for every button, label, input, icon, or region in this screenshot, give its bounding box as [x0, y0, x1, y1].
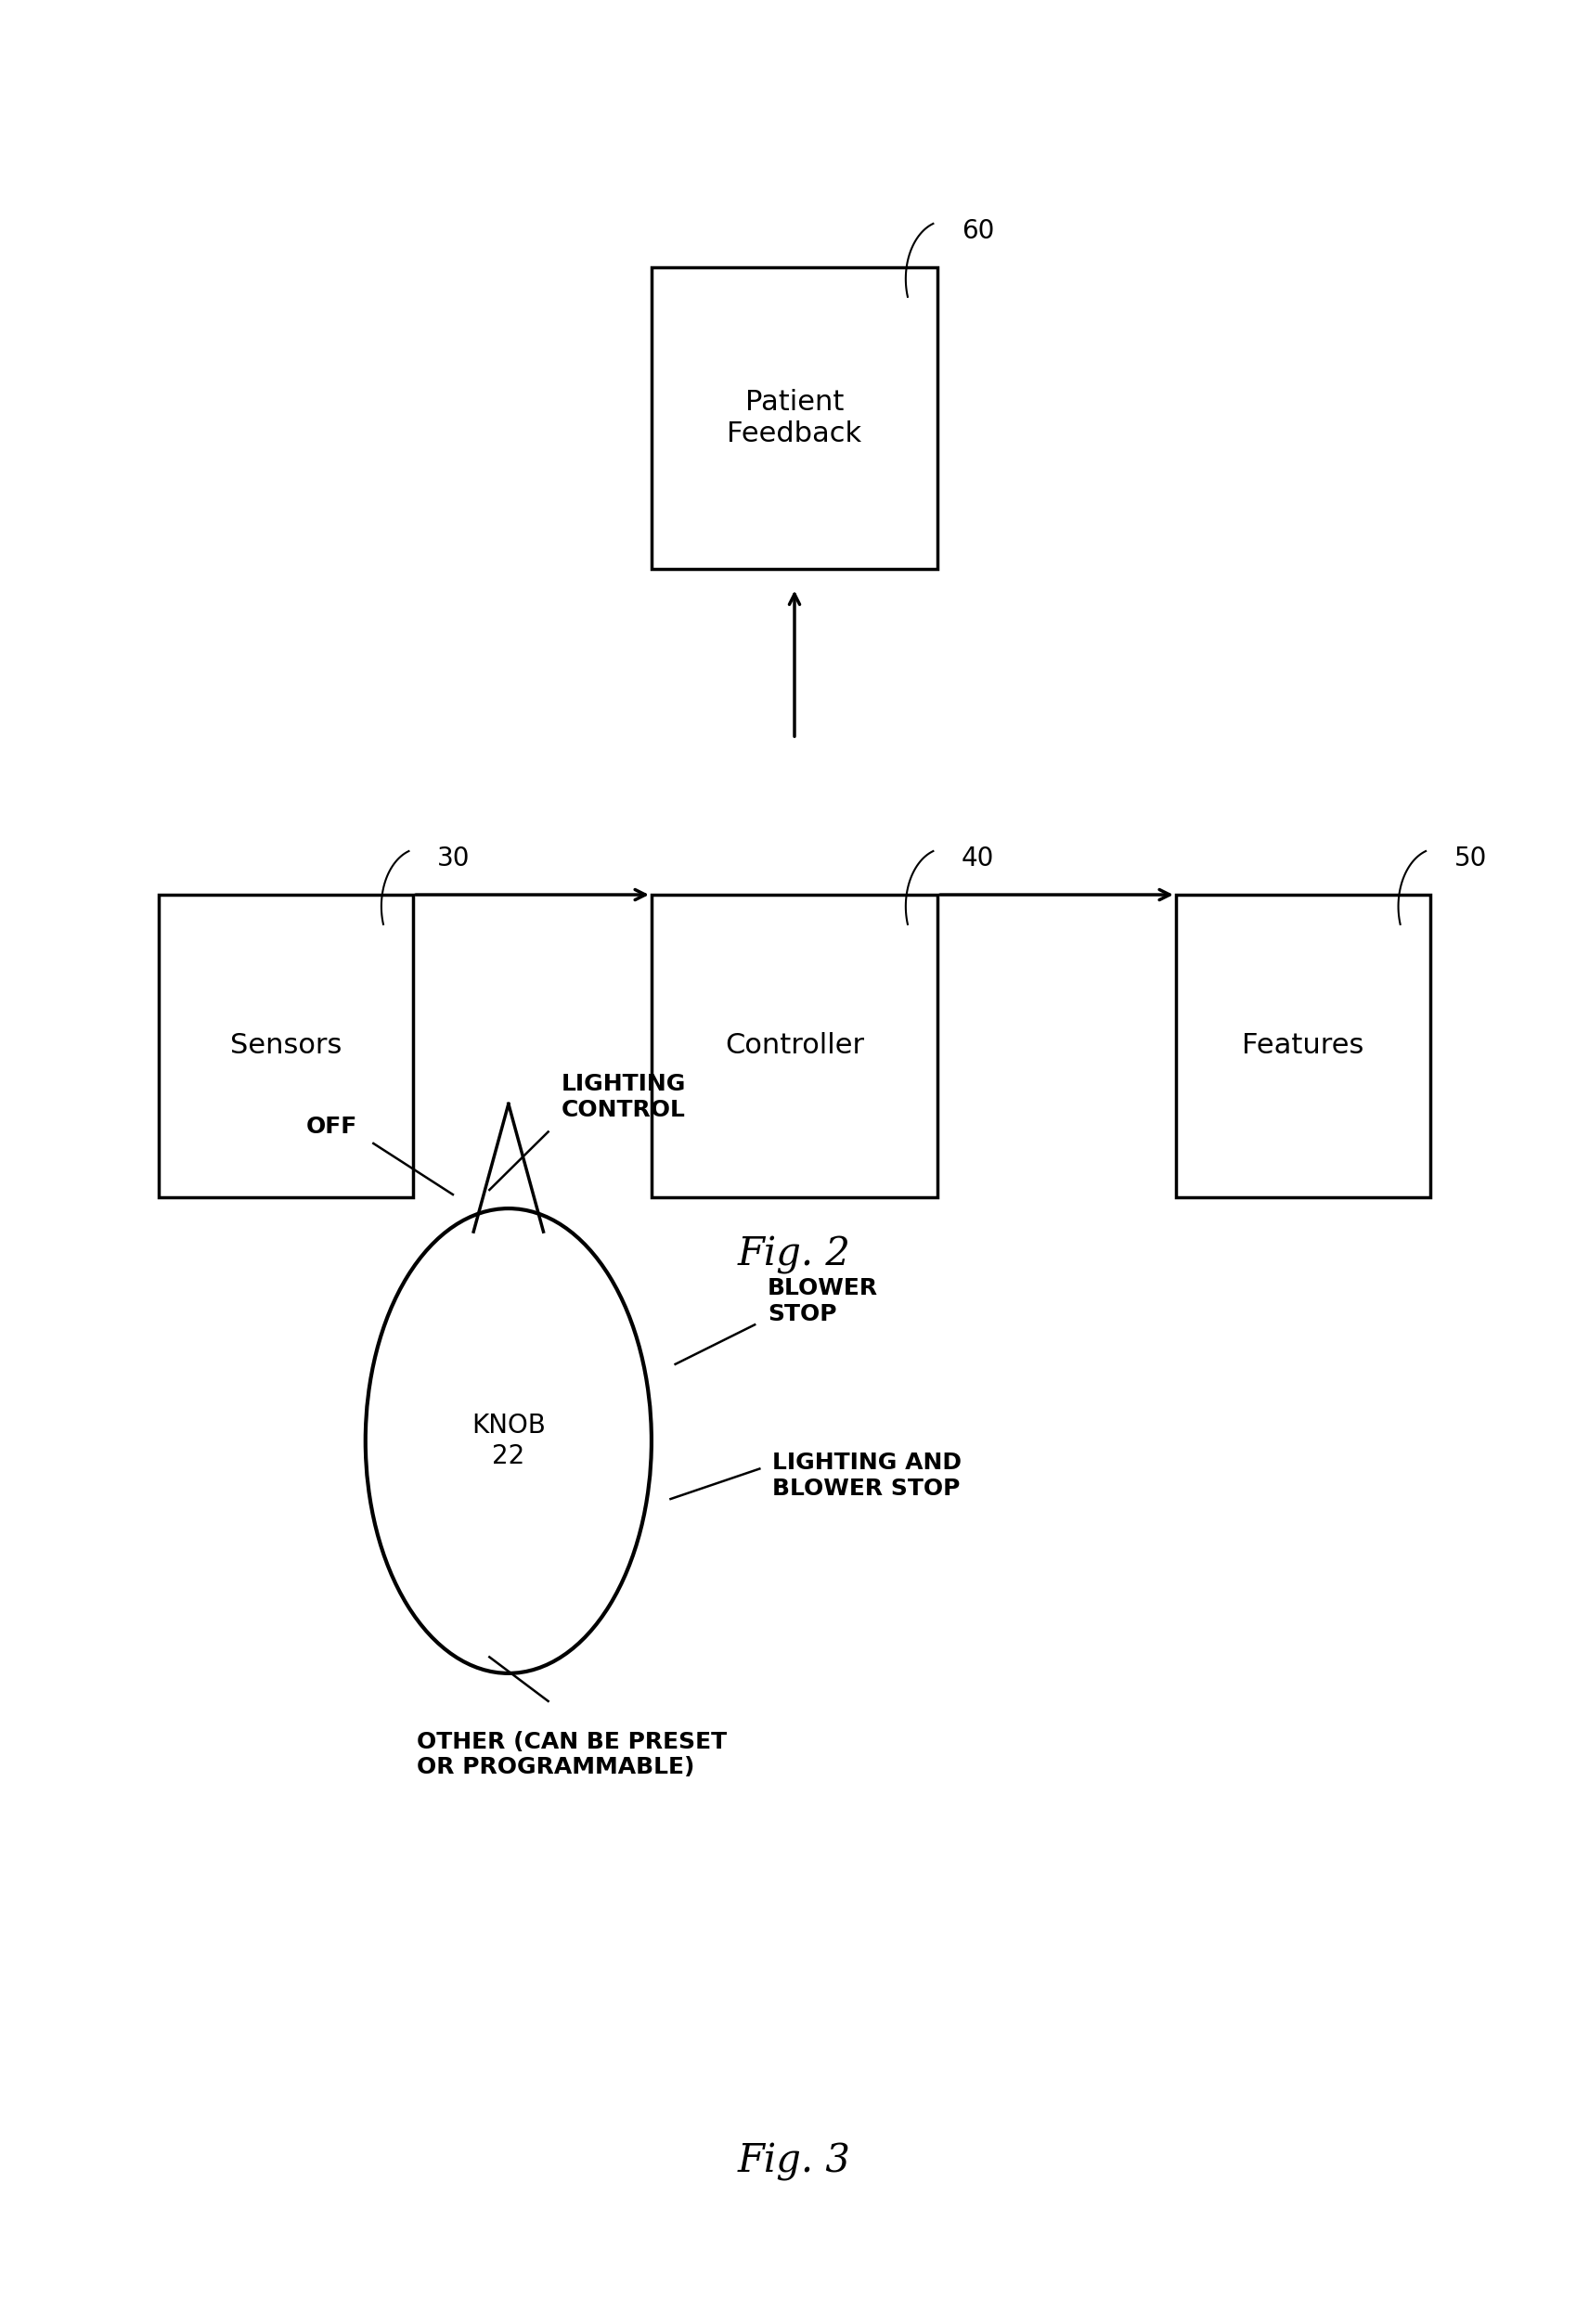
Text: BLOWER
STOP: BLOWER STOP	[767, 1278, 879, 1325]
Text: Sensors: Sensors	[230, 1032, 342, 1060]
Text: OTHER (CAN BE PRESET
OR PROGRAMMABLE): OTHER (CAN BE PRESET OR PROGRAMMABLE)	[416, 1731, 726, 1778]
Text: LIGHTING AND
BLOWER STOP: LIGHTING AND BLOWER STOP	[772, 1452, 961, 1499]
Text: KNOB
22: KNOB 22	[472, 1413, 545, 1469]
Text: Features: Features	[1243, 1032, 1363, 1060]
Text: OFF: OFF	[307, 1116, 358, 1139]
Text: 50: 50	[1454, 846, 1487, 872]
Text: 30: 30	[437, 846, 470, 872]
Text: 40: 40	[961, 846, 995, 872]
Text: LIGHTING
CONTROL: LIGHTING CONTROL	[561, 1074, 685, 1120]
Text: Fig. 2: Fig. 2	[737, 1236, 852, 1274]
FancyBboxPatch shape	[651, 895, 938, 1197]
Ellipse shape	[365, 1208, 651, 1673]
Text: Patient
Feedback: Patient Feedback	[728, 390, 861, 449]
FancyBboxPatch shape	[651, 267, 938, 569]
Text: Controller: Controller	[725, 1032, 864, 1060]
Text: 60: 60	[961, 218, 995, 244]
FancyBboxPatch shape	[159, 895, 413, 1197]
FancyBboxPatch shape	[1176, 895, 1430, 1197]
Text: Fig. 3: Fig. 3	[737, 2143, 852, 2180]
